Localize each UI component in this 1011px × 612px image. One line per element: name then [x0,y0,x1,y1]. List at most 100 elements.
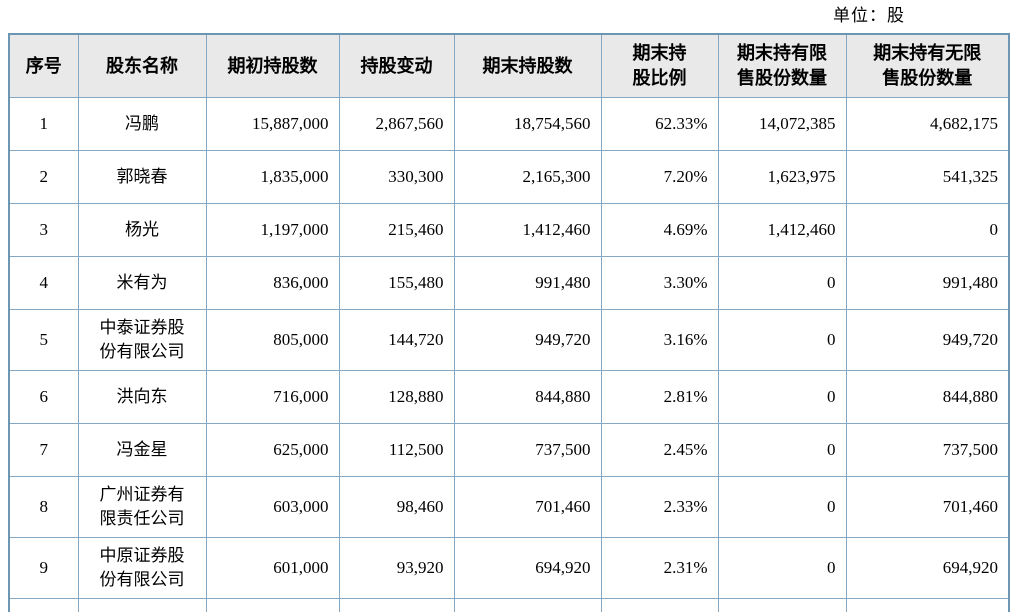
closing-shares-cell: 701,460 [453,476,602,538]
share-change-cell: 82,620 [338,598,455,612]
restricted-shares-cell: 1,412,460 [717,203,847,257]
share-change-cell: 98,460 [338,476,455,538]
opening-shares-cell: 716,000 [205,370,340,424]
name-cell: 冯金星 [77,423,207,477]
closing-ratio-cell: 3.16% [600,309,719,371]
table-row: 1 冯鹏 15,887,000 2,867,560 18,754,560 62.33% 14… [8,97,1010,151]
closing-shares-cell: 991,480 [453,256,602,310]
unrestricted-shares-cell: 4,682,175 [845,97,1010,151]
closing-shares-cell: 2,165,300 [453,150,602,204]
restricted-shares-cell: 0 [717,309,847,371]
serial-cell: 1 [8,97,79,151]
name-cell: 米有为 [77,256,207,310]
closing-ratio-cell: 1.80% [600,598,719,612]
share-change-cell: 93,920 [338,537,455,599]
name-cell: 洪向东 [77,370,207,424]
opening-shares-cell: 601,000 [205,537,340,599]
closing-shares-cell: 541,620 [453,598,602,612]
opening-shares-cell: 603,000 [205,476,340,538]
closing-ratio-cell: 2.81% [600,370,719,424]
table-row: 5 中泰证券股份有限公司 805,000 144,720 949,720 3.16% 0 94… [8,309,1010,371]
col-header-closing-shares: 期末持股数 [453,33,602,98]
closing-ratio-cell: 4.69% [600,203,719,257]
col-header-opening-shares: 期初持股数 [205,33,340,98]
opening-shares-cell: 459,000 [205,598,340,612]
restricted-shares-cell: 14,072,385 [717,97,847,151]
restricted-shares-cell: 406,215 [717,598,847,612]
closing-ratio-cell: 2.31% [600,537,719,599]
restricted-shares-cell: 0 [717,537,847,599]
closing-ratio-cell: 2.45% [600,423,719,477]
col-header-share-change: 持股变动 [338,33,455,98]
restricted-shares-cell: 1,623,975 [717,150,847,204]
share-change-cell: 112,500 [338,423,455,477]
shareholders-table: 序号 股东名称 期初持股数 持股变动 期末持股数 期末持股比例 期末持有限售股份… [8,33,1010,612]
name-cell: 中原证券股份有限公司 [77,537,207,599]
name-cell: 杨光 [77,203,207,257]
col-header-unrestricted-shares: 期末持有无限售股份数量 [845,33,1010,98]
opening-shares-cell: 805,000 [205,309,340,371]
name-cell: 郭晓春 [77,150,207,204]
unrestricted-shares-cell: 991,480 [845,256,1010,310]
name-cell: 冯鹏 [77,97,207,151]
table-row: 8 广州证券有限责任公司 603,000 98,460 701,460 2.33% 0 701… [8,476,1010,538]
unrestricted-shares-cell: 694,920 [845,537,1010,599]
unit-label: 单位：股 [833,6,905,25]
restricted-shares-cell: 0 [717,423,847,477]
serial-cell: 5 [8,309,79,371]
opening-shares-cell: 1,197,000 [205,203,340,257]
col-header-shareholder-name: 股东名称 [77,33,207,98]
opening-shares-cell: 1,835,000 [205,150,340,204]
restricted-shares-cell: 0 [717,256,847,310]
closing-shares-cell: 949,720 [453,309,602,371]
closing-ratio-cell: 7.20% [600,150,719,204]
table-body: 1 冯鹏 15,887,000 2,867,560 18,754,560 62.33% 14… [8,97,1010,612]
name-cell: 广州证券有限责任公司 [77,476,207,538]
table-row: 4 米有为 836,000 155,480 991,480 3.30% 0 991,480 [8,256,1010,310]
col-header-closing-ratio: 期末持股比例 [600,33,719,98]
serial-cell: 7 [8,423,79,477]
share-change-cell: 215,460 [338,203,455,257]
closing-ratio-cell: 2.33% [600,476,719,538]
share-change-cell: 155,480 [338,256,455,310]
serial-cell: 3 [8,203,79,257]
name-cell: 中泰证券股份有限公司 [77,309,207,371]
restricted-shares-cell: 0 [717,476,847,538]
closing-ratio-cell: 62.33% [600,97,719,151]
unrestricted-shares-cell: 541,325 [845,150,1010,204]
table-row: 6 洪向东 716,000 128,880 844,880 2.81% 0 844,880 [8,370,1010,424]
closing-shares-cell: 844,880 [453,370,602,424]
closing-shares-cell: 694,920 [453,537,602,599]
table-row: 9 中原证券股份有限公司 601,000 93,920 694,920 2.31% 0 694… [8,537,1010,599]
serial-cell: 2 [8,150,79,204]
unrestricted-shares-cell: 844,880 [845,370,1010,424]
table-row: 10于忠胜459,00082,620541,6201.80%406,215135… [8,598,1010,612]
restricted-shares-cell: 0 [717,370,847,424]
serial-cell: 9 [8,537,79,599]
share-change-cell: 144,720 [338,309,455,371]
table-row: 2 郭晓春 1,835,000 330,300 2,165,300 7.20% 1,623,… [8,150,1010,204]
name-cell: 于忠胜 [77,598,207,612]
unrestricted-shares-cell: 949,720 [845,309,1010,371]
share-change-cell: 128,880 [338,370,455,424]
closing-shares-cell: 1,412,460 [453,203,602,257]
unrestricted-shares-cell: 737,500 [845,423,1010,477]
opening-shares-cell: 15,887,000 [205,97,340,151]
unrestricted-shares-cell: 701,460 [845,476,1010,538]
serial-cell: 6 [8,370,79,424]
opening-shares-cell: 836,000 [205,256,340,310]
opening-shares-cell: 625,000 [205,423,340,477]
table-row: 7 冯金星 625,000 112,500 737,500 2.45% 0 737,500 [8,423,1010,477]
unrestricted-shares-cell: 135,405 [845,598,1010,612]
closing-ratio-cell: 3.30% [600,256,719,310]
closing-shares-cell: 737,500 [453,423,602,477]
table-row: 3 杨光 1,197,000 215,460 1,412,460 4.69% 1,412,4… [8,203,1010,257]
closing-shares-cell: 18,754,560 [453,97,602,151]
unrestricted-shares-cell: 0 [845,203,1010,257]
serial-cell: 8 [8,476,79,538]
share-change-cell: 2,867,560 [338,97,455,151]
header-row: 序号 股东名称 期初持股数 持股变动 期末持股数 期末持股比例 期末持有限售股份… [8,33,1010,98]
col-header-restricted-shares: 期末持有限售股份数量 [717,33,847,98]
col-header-serial: 序号 [8,33,79,98]
